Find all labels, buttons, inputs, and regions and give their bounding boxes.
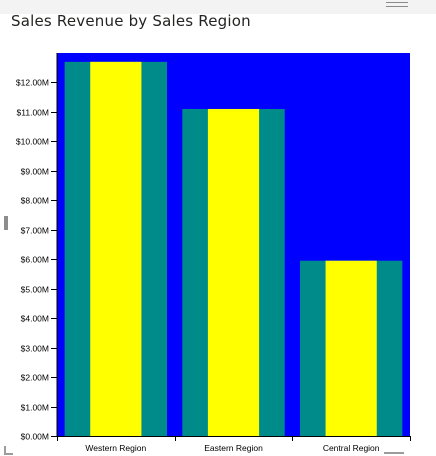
resize-corner-bottom-left[interactable] [4, 446, 13, 455]
y-tick-label: $8.00M [21, 196, 49, 206]
x-category-label: Western Region [85, 443, 146, 453]
x-category-label: Central Region [323, 443, 380, 453]
y-tick-label: $4.00M [21, 314, 49, 324]
y-tick-label: $12.00M [16, 78, 49, 88]
chart-title: Sales Revenue by Sales Region [11, 12, 251, 30]
resize-handle-left[interactable] [4, 216, 8, 230]
y-tick-label: $1.00M [21, 403, 49, 413]
y-tick-label: $7.00M [21, 226, 49, 236]
more-options-icon[interactable] [386, 0, 408, 8]
bar-inner-2 [325, 260, 377, 436]
resize-handle-bottom-right[interactable] [384, 452, 404, 454]
y-tick-label: $2.00M [21, 373, 49, 383]
y-tick-label: $3.00M [21, 344, 49, 354]
y-tick-label: $6.00M [21, 255, 49, 265]
y-tick-label: $0.00M [21, 432, 49, 442]
y-tick-label: $11.00M [17, 108, 49, 118]
x-axis: Western Region Eastern Region Central Regi… [57, 436, 411, 453]
y-axis: $0.00M $1.00M $2.00M $3.00M $4.00M $5.00M $6.0… [16, 53, 58, 442]
bar-inner-0 [90, 61, 142, 436]
bar-inner-1 [207, 108, 260, 436]
bars-group [64, 61, 403, 436]
visual-header-bar [0, 0, 436, 14]
y-tick-label: $9.00M [21, 167, 49, 177]
x-category-label: Eastern Region [204, 443, 263, 453]
y-tick-label: $10.00M [16, 137, 49, 147]
y-tick-label: $5.00M [21, 285, 49, 295]
